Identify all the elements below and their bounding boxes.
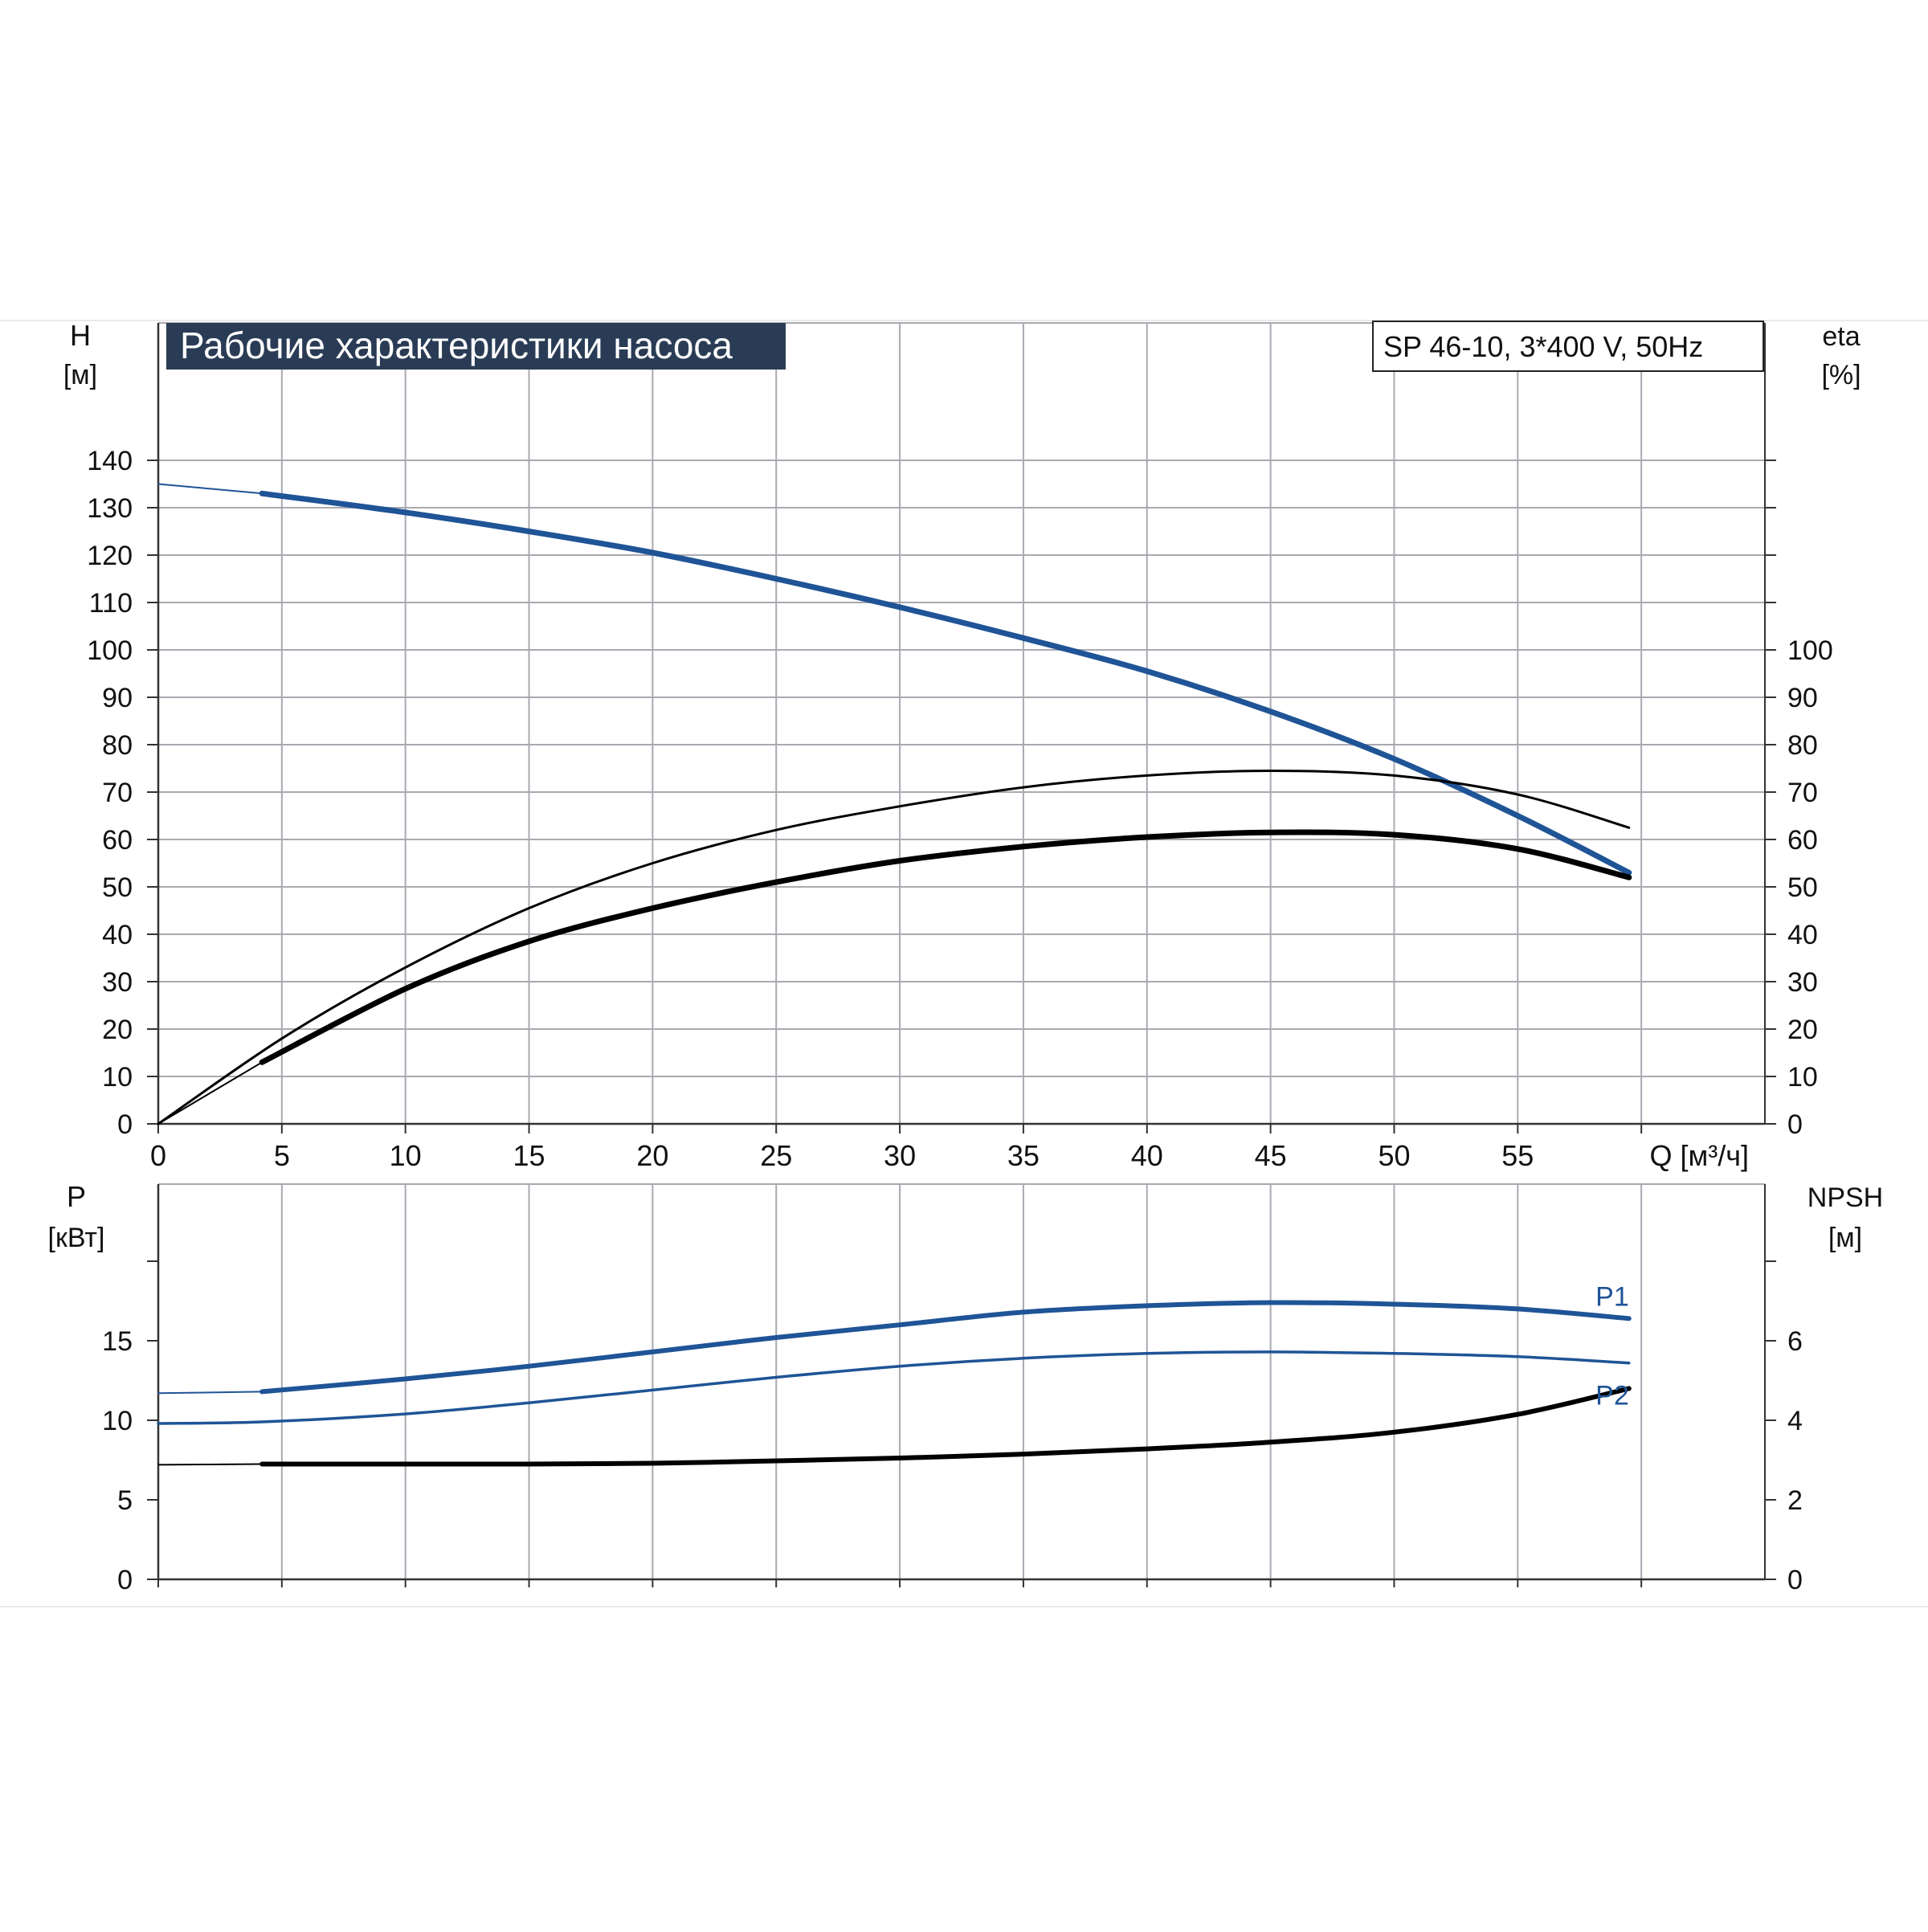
y-left-tick-label: 10 bbox=[102, 1062, 133, 1093]
y-left-axis-label: P bbox=[67, 1180, 86, 1213]
y-left-axis-label: H bbox=[70, 319, 91, 352]
model-label: SP 46-10, 3*400 V, 50Hz bbox=[1383, 330, 1703, 363]
x-tick-label: 55 bbox=[1501, 1139, 1534, 1172]
y-right-tick-label: 50 bbox=[1787, 872, 1818, 903]
y-right-tick-label: 0 bbox=[1787, 1109, 1803, 1140]
series-line-lead-0 bbox=[157, 1391, 263, 1395]
y-right-tick-label: 4 bbox=[1787, 1406, 1803, 1436]
x-tick-label: 30 bbox=[884, 1139, 916, 1172]
series-label-p2: P2 bbox=[1595, 1381, 1629, 1411]
chart-title: Рабочие характеристики насоса bbox=[180, 325, 733, 366]
series-line-1 bbox=[157, 1350, 1631, 1425]
x-tick-label: 35 bbox=[1007, 1139, 1040, 1172]
y-left-tick-label: 140 bbox=[87, 446, 133, 476]
y-left-tick-label: 90 bbox=[102, 683, 133, 713]
y-left-tick-label: 100 bbox=[87, 635, 133, 666]
series-line-lead-2 bbox=[157, 1061, 263, 1125]
y-left-tick-label: 15 bbox=[102, 1326, 133, 1357]
y-right-tick-label: 10 bbox=[1787, 1062, 1818, 1093]
y-left-tick-label: 5 bbox=[117, 1485, 133, 1516]
x-tick-label: 0 bbox=[150, 1139, 166, 1172]
y-left-tick-label: 120 bbox=[87, 541, 133, 571]
y-left-tick-label: 0 bbox=[117, 1109, 133, 1140]
y-right-tick-label: 30 bbox=[1787, 967, 1818, 998]
series-line-lead-2 bbox=[157, 1463, 263, 1466]
y-left-tick-label: 10 bbox=[102, 1406, 133, 1436]
y-right-tick-label: 70 bbox=[1787, 778, 1818, 808]
y-right-axis-unit: [%] bbox=[1821, 360, 1861, 390]
y-left-tick-label: 40 bbox=[102, 920, 133, 950]
x-axis-label: Q [м³/ч] bbox=[1649, 1139, 1749, 1172]
y-left-tick-label: 20 bbox=[102, 1015, 133, 1045]
y-left-tick-label: 30 bbox=[102, 967, 133, 998]
y-left-tick-label: 50 bbox=[102, 872, 133, 903]
series-line-0 bbox=[259, 1300, 1632, 1395]
y-right-tick-label: 80 bbox=[1787, 730, 1818, 761]
series-line-2 bbox=[259, 1386, 1632, 1467]
y-right-tick-label: 60 bbox=[1787, 825, 1818, 856]
y-left-tick-label: 110 bbox=[89, 588, 133, 619]
x-tick-label: 10 bbox=[390, 1139, 422, 1172]
series-label-p1: P1 bbox=[1595, 1281, 1629, 1312]
series-line-2 bbox=[259, 829, 1632, 1065]
y-right-tick-label: 90 bbox=[1787, 683, 1818, 713]
y-right-tick-label: 2 bbox=[1787, 1485, 1803, 1516]
x-tick-label: 25 bbox=[760, 1139, 792, 1172]
y-right-axis-label: NPSH bbox=[1808, 1182, 1883, 1213]
y-left-tick-label: 0 bbox=[117, 1565, 133, 1595]
y-right-tick-label: 40 bbox=[1787, 920, 1818, 950]
x-tick-label: 15 bbox=[513, 1139, 545, 1172]
model-label-box bbox=[1372, 321, 1764, 372]
y-left-tick-label: 70 bbox=[102, 778, 133, 808]
y-left-axis-unit: [м] bbox=[63, 360, 97, 390]
y-right-tick-label: 0 bbox=[1787, 1565, 1803, 1595]
y-left-axis-unit: [кВт] bbox=[48, 1223, 105, 1253]
x-tick-label: 45 bbox=[1255, 1139, 1287, 1172]
x-tick-label: 5 bbox=[274, 1139, 290, 1172]
x-tick-label: 20 bbox=[636, 1139, 668, 1172]
y-right-axis-label: eta bbox=[1822, 321, 1860, 352]
series-line-lead-0 bbox=[157, 483, 263, 495]
y-left-tick-label: 80 bbox=[102, 730, 133, 761]
x-tick-label: 50 bbox=[1378, 1139, 1410, 1172]
y-right-tick-label: 6 bbox=[1787, 1326, 1803, 1357]
x-tick-label: 40 bbox=[1131, 1139, 1163, 1172]
y-right-tick-label: 100 bbox=[1787, 635, 1833, 666]
series-line-0 bbox=[259, 490, 1632, 876]
y-right-tick-label: 20 bbox=[1787, 1015, 1818, 1045]
y-left-tick-label: 60 bbox=[102, 825, 133, 856]
chart-title-box bbox=[166, 323, 786, 370]
top-plot bbox=[147, 321, 1776, 1133]
y-left-tick-label: 130 bbox=[87, 493, 133, 524]
bottom-plot bbox=[147, 1183, 1776, 1587]
series-line-1 bbox=[157, 770, 1631, 1125]
y-right-axis-unit: [м] bbox=[1828, 1223, 1862, 1253]
